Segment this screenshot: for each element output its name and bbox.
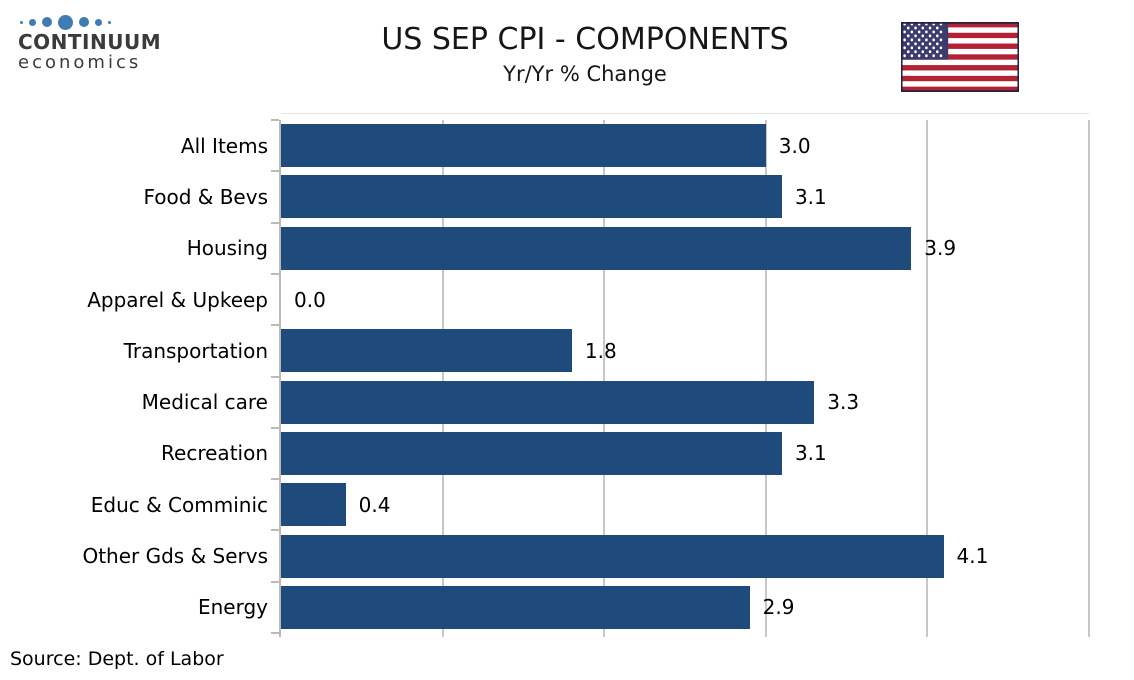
bar — [281, 534, 944, 578]
axis-tick-icon — [271, 580, 279, 583]
gridline — [603, 120, 606, 637]
bar-value-label: 3.3 — [827, 390, 860, 415]
title-block: US SEP CPI - COMPONENTS Yr/Yr % Change — [170, 22, 1000, 88]
axis-tick-icon — [271, 375, 279, 378]
category-label: All Items — [180, 133, 268, 158]
gridline — [764, 120, 767, 637]
logo-dot-icon — [58, 14, 73, 30]
plot-top-border — [281, 113, 1089, 114]
category-label: Medical care — [141, 390, 268, 415]
bar — [281, 175, 782, 219]
bar — [281, 585, 750, 629]
axis-tick-icon — [271, 426, 279, 429]
category-label: Transportation — [123, 338, 268, 363]
bar-value-label: 3.9 — [924, 236, 957, 261]
axis-tick-icon — [271, 119, 279, 121]
category-label: Apparel & Upkeep — [87, 287, 268, 312]
axis-tick-icon — [271, 170, 279, 173]
axis-tick-icon — [271, 221, 279, 224]
bar-value-label: 2.9 — [762, 595, 795, 620]
bar — [281, 380, 815, 424]
category-label: Educ & Comminic — [90, 492, 268, 517]
bar — [281, 226, 912, 270]
logo-dot-icon — [20, 20, 23, 24]
plot-area: 3.0 3.1 3.9 0.0 1.8 3.3 3.1 0.4 4.1 2.9 — [271, 119, 1090, 637]
logo-dot-icon — [29, 18, 36, 26]
bar — [281, 483, 346, 527]
axis-tick-icon — [271, 529, 279, 532]
category-label: Housing — [186, 236, 268, 261]
axis-tick-icon — [271, 324, 279, 327]
category-label: Food & Bevs — [143, 184, 268, 209]
axis-tick-icon — [271, 272, 279, 275]
logo-dot-icon — [79, 17, 89, 27]
logo-dots-icon — [20, 13, 168, 31]
chart-title: US SEP CPI - COMPONENTS — [381, 22, 789, 57]
bar-value-label: 1.8 — [584, 338, 617, 363]
bar-value-label: 0.0 — [294, 287, 326, 312]
y-axis-line — [279, 120, 281, 637]
gridline — [441, 120, 444, 637]
gridline — [1088, 120, 1090, 637]
logo-dot-icon — [108, 20, 111, 24]
bar — [281, 431, 782, 475]
chart-subtitle: Yr/Yr % Change — [503, 62, 667, 86]
gridline — [926, 120, 929, 637]
logo-brand-name: CONTINUUM — [18, 30, 162, 54]
bar-value-label: 3.1 — [794, 184, 827, 209]
axis-tick-icon — [271, 478, 279, 481]
category-label: Other Gds & Servs — [82, 544, 268, 569]
category-label: Energy — [197, 595, 268, 620]
logo-dot-icon — [95, 18, 102, 26]
category-label: Recreation — [161, 441, 268, 466]
bar-value-label: 3.0 — [778, 133, 811, 158]
logo-brand-sub: economics — [18, 52, 142, 73]
us-flag-icon — [900, 21, 1020, 93]
logo-dot-icon — [42, 17, 52, 27]
bar-value-label: 0.4 — [358, 492, 391, 517]
source-note: Source: Dept. of Labor — [10, 648, 224, 670]
bar — [281, 124, 766, 168]
bar — [281, 329, 572, 373]
continuum-logo: CONTINUUM economics — [18, 13, 168, 73]
bar-value-label: 4.1 — [956, 544, 989, 569]
bar-value-label: 3.1 — [794, 441, 827, 466]
axis-tick-icon — [271, 632, 279, 634]
